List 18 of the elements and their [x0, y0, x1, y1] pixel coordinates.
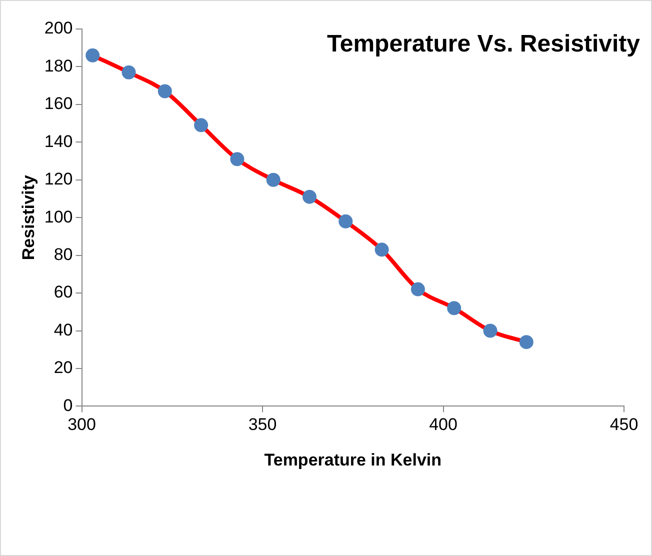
y-tick-label: 200	[44, 18, 73, 38]
y-tick-label: 100	[44, 207, 73, 226]
y-tick-label: 60	[54, 282, 73, 302]
chart-title: Temperature Vs. Resistivity	[326, 30, 641, 58]
y-tick-label: 120	[44, 170, 73, 189]
y-tick-label: 140	[44, 132, 73, 151]
y-tick-label: 0	[63, 396, 73, 415]
y-tick-label: 80	[54, 245, 73, 264]
y-tick-label: 180	[44, 56, 73, 76]
x-tick-label: 350	[248, 415, 277, 434]
x-tick-label: 450	[610, 415, 638, 434]
x-axis-title: Temperature in Kelvin	[264, 450, 442, 470]
x-tick-label: 300	[68, 415, 96, 434]
y-tick-label: 20	[54, 358, 73, 378]
y-tick-label: 160	[44, 94, 73, 114]
y-axis-title: Resistivity	[18, 174, 38, 260]
y-tick-label: 40	[54, 320, 73, 340]
x-tick-label: 400	[429, 415, 458, 434]
